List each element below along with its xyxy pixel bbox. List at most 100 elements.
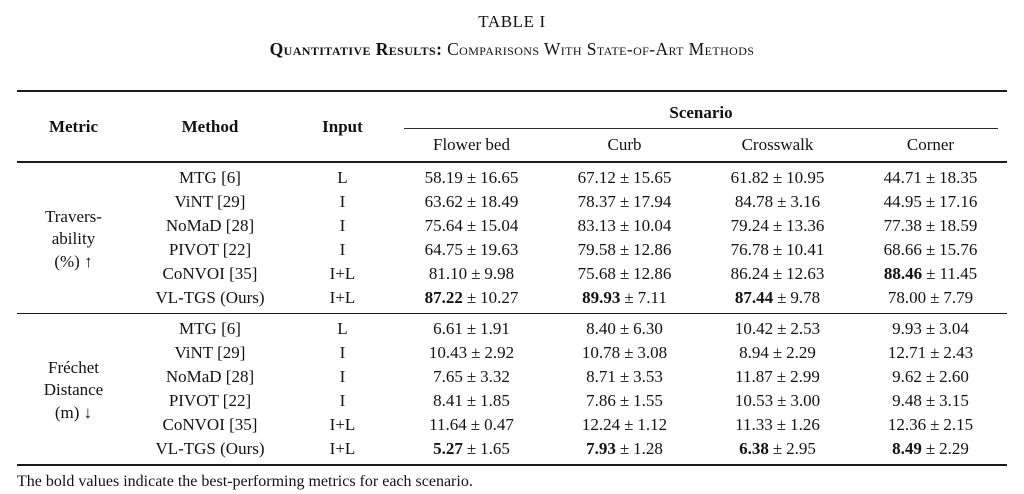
result-value: 88.46 ±11.45 — [883, 264, 978, 283]
result-value: 6.38 ±2.95 — [739, 439, 816, 458]
method-name: ViNT [29] — [174, 192, 246, 211]
result-value: 10.53 ±3.00 — [734, 391, 821, 410]
result-value: 10.42 ±2.53 — [734, 319, 821, 338]
metric-label: Travers-ability (%) ↑ — [44, 206, 102, 271]
table-title-rest: Comparisons With State-of-Art Methods — [442, 39, 755, 59]
method-name: MTG [6] — [179, 319, 241, 338]
table-footnote: The bold values indicate the best-perfor… — [17, 473, 473, 490]
results-table: Metric Method Input Scenario Flower bed … — [16, 90, 1008, 466]
result-value: 64.75 ±19.63 — [424, 240, 519, 259]
input-type: I — [339, 192, 346, 211]
method-name: PIVOT [22] — [168, 240, 252, 259]
table-row: Travers-ability (%) ↑ MTG [6] L 58.19 ±16.… — [17, 162, 1007, 271]
result-value: 9.48 ±3.15 — [892, 391, 969, 410]
result-value: 10.43 ±2.92 — [428, 343, 515, 362]
result-value: 87.22 ±10.27 — [424, 288, 519, 307]
input-type: I — [339, 240, 346, 259]
input-type: I+L — [329, 264, 356, 283]
input-type: L — [337, 168, 348, 187]
input-type: I — [339, 343, 346, 362]
result-value: 11.64 ±0.47 — [429, 415, 514, 434]
result-value: 8.94 ±2.29 — [739, 343, 816, 362]
result-value: 12.71 ±2.43 — [887, 343, 974, 362]
method-name: CoNVOI [35] — [162, 415, 258, 434]
metric-label: Fréchet Distance (m) ↓ — [43, 357, 104, 422]
result-value: 84.78 ±3.16 — [734, 192, 821, 211]
result-value: 6.61 ±1.91 — [433, 319, 510, 338]
result-value: 7.86 ±1.55 — [586, 391, 663, 410]
result-value: 75.68 ±12.86 — [577, 264, 672, 283]
input-type: I — [339, 391, 346, 410]
input-type: I+L — [329, 288, 356, 307]
input-type: I — [339, 367, 346, 386]
result-value: 8.71 ±3.53 — [586, 367, 663, 386]
input-type: I — [339, 216, 346, 235]
method-name: NoMaD [28] — [165, 216, 255, 235]
result-value: 79.58 ±12.86 — [577, 240, 672, 259]
result-value: 77.38 ±18.59 — [883, 216, 978, 235]
table-row: ViNT [29] I 10.43 ±2.92 10.78 ±3.08 8.94 ±2… — [17, 341, 1007, 365]
result-value: 89.93 ±7.11 — [582, 288, 667, 307]
input-type: I+L — [329, 439, 356, 458]
result-value: 75.64 ±15.04 — [424, 216, 519, 235]
table-title-emphasis: Quantitative Results: — [269, 39, 443, 59]
result-value: 8.41 ±1.85 — [433, 391, 510, 410]
col-header-flower-bed: Flower bed — [433, 135, 510, 154]
result-value: 12.24 ±1.12 — [581, 415, 668, 434]
result-value: 68.66 ±15.76 — [883, 240, 978, 259]
result-value: 11.33 ±1.26 — [735, 415, 820, 434]
method-name: PIVOT [22] — [168, 391, 252, 410]
result-value: 83.13 ±10.04 — [577, 216, 672, 235]
result-value: 44.71 ±18.35 — [883, 168, 978, 187]
col-header-input: Input — [322, 116, 363, 136]
result-value: 63.62 ±18.49 — [424, 192, 519, 211]
input-type: I+L — [329, 415, 356, 434]
result-value: 87.44 ±9.78 — [734, 288, 821, 307]
col-group-scenario: Scenario — [395, 91, 1007, 129]
table-row: CoNVOI [35] I+L 81.10 ±9.98 75.68 ±12.86 8… — [17, 262, 1007, 286]
result-value: 8.40 ±6.30 — [586, 319, 663, 338]
method-name: ViNT [29] — [174, 343, 246, 362]
result-value: 58.19 ±16.65 — [424, 168, 519, 187]
result-value: 9.93 ±3.04 — [892, 319, 969, 338]
header-group-row: Metric Method Input Scenario — [17, 91, 1007, 136]
result-value: 61.82 ±10.95 — [730, 168, 825, 187]
result-value: 10.78 ±3.08 — [581, 343, 668, 362]
method-name: VL-TGS (Ours) — [155, 288, 265, 307]
table-row: ViNT [29] I 63.62 ±18.49 78.37 ±17.94 84.7… — [17, 190, 1007, 214]
table-number: TABLE I — [478, 12, 546, 31]
table-row: NoMaD [28] I 7.65 ±3.32 8.71 ±3.53 11.87 ±2… — [17, 365, 1007, 389]
result-value: 11.87 ±2.99 — [735, 367, 820, 386]
table-row: Fréchet Distance (m) ↓ MTG [6] L 6.61 ±1.91… — [17, 314, 1007, 422]
table-row: VL-TGS (Ours) I+L 87.22 ±10.27 89.93 ±7.11… — [17, 286, 1007, 314]
result-value: 78.00 ±7.79 — [887, 288, 974, 307]
table-header: Metric Method Input Scenario Flower bed … — [16, 91, 1008, 162]
header-sub-row: Flower bed Curb Crosswalk Corner — [17, 129, 1007, 162]
result-value: 44.95 ±17.16 — [883, 192, 978, 211]
result-value: 78.37 ±17.94 — [577, 192, 672, 211]
result-value: 8.49 ±2.29 — [892, 439, 969, 458]
result-value: 86.24 ±12.63 — [730, 264, 825, 283]
table-title: Quantitative Results: Comparisons With S… — [0, 36, 1024, 62]
result-value: 5.27 ±1.65 — [433, 439, 510, 458]
result-value: 7.65 ±3.32 — [433, 367, 510, 386]
method-name: CoNVOI [35] — [162, 264, 258, 283]
table-row: NoMaD [28] I 75.64 ±15.04 83.13 ±10.04 79.… — [17, 214, 1007, 238]
method-name: NoMaD [28] — [165, 367, 255, 386]
col-header-curb: Curb — [607, 135, 642, 154]
result-value: 81.10 ±9.98 — [428, 264, 515, 283]
col-header-corner: Corner — [906, 135, 955, 154]
scenario-group-label: Scenario — [403, 97, 999, 129]
table-row: VL-TGS (Ours) I+L 5.27 ±1.65 7.93 ±1.28 6.… — [17, 437, 1007, 465]
table-row: PIVOT [22] I 64.75 ±19.63 79.58 ±12.86 76.… — [17, 238, 1007, 262]
input-type: L — [337, 319, 348, 338]
table-row: PIVOT [22] I 8.41 ±1.85 7.86 ±1.55 10.53 ±3… — [17, 389, 1007, 413]
method-name: VL-TGS (Ours) — [155, 439, 265, 458]
col-header-metric: Metric — [48, 116, 99, 136]
method-name: MTG [6] — [179, 168, 241, 187]
table-caption: TABLE I Quantitative Results: Comparison… — [0, 0, 1024, 62]
result-value: 67.12 ±15.65 — [577, 168, 672, 187]
table-row: CoNVOI [35] I+L 11.64 ±0.47 12.24 ±1.12 11… — [17, 413, 1007, 437]
result-value: 79.24 ±13.36 — [730, 216, 825, 235]
result-value: 7.93 ±1.28 — [586, 439, 663, 458]
